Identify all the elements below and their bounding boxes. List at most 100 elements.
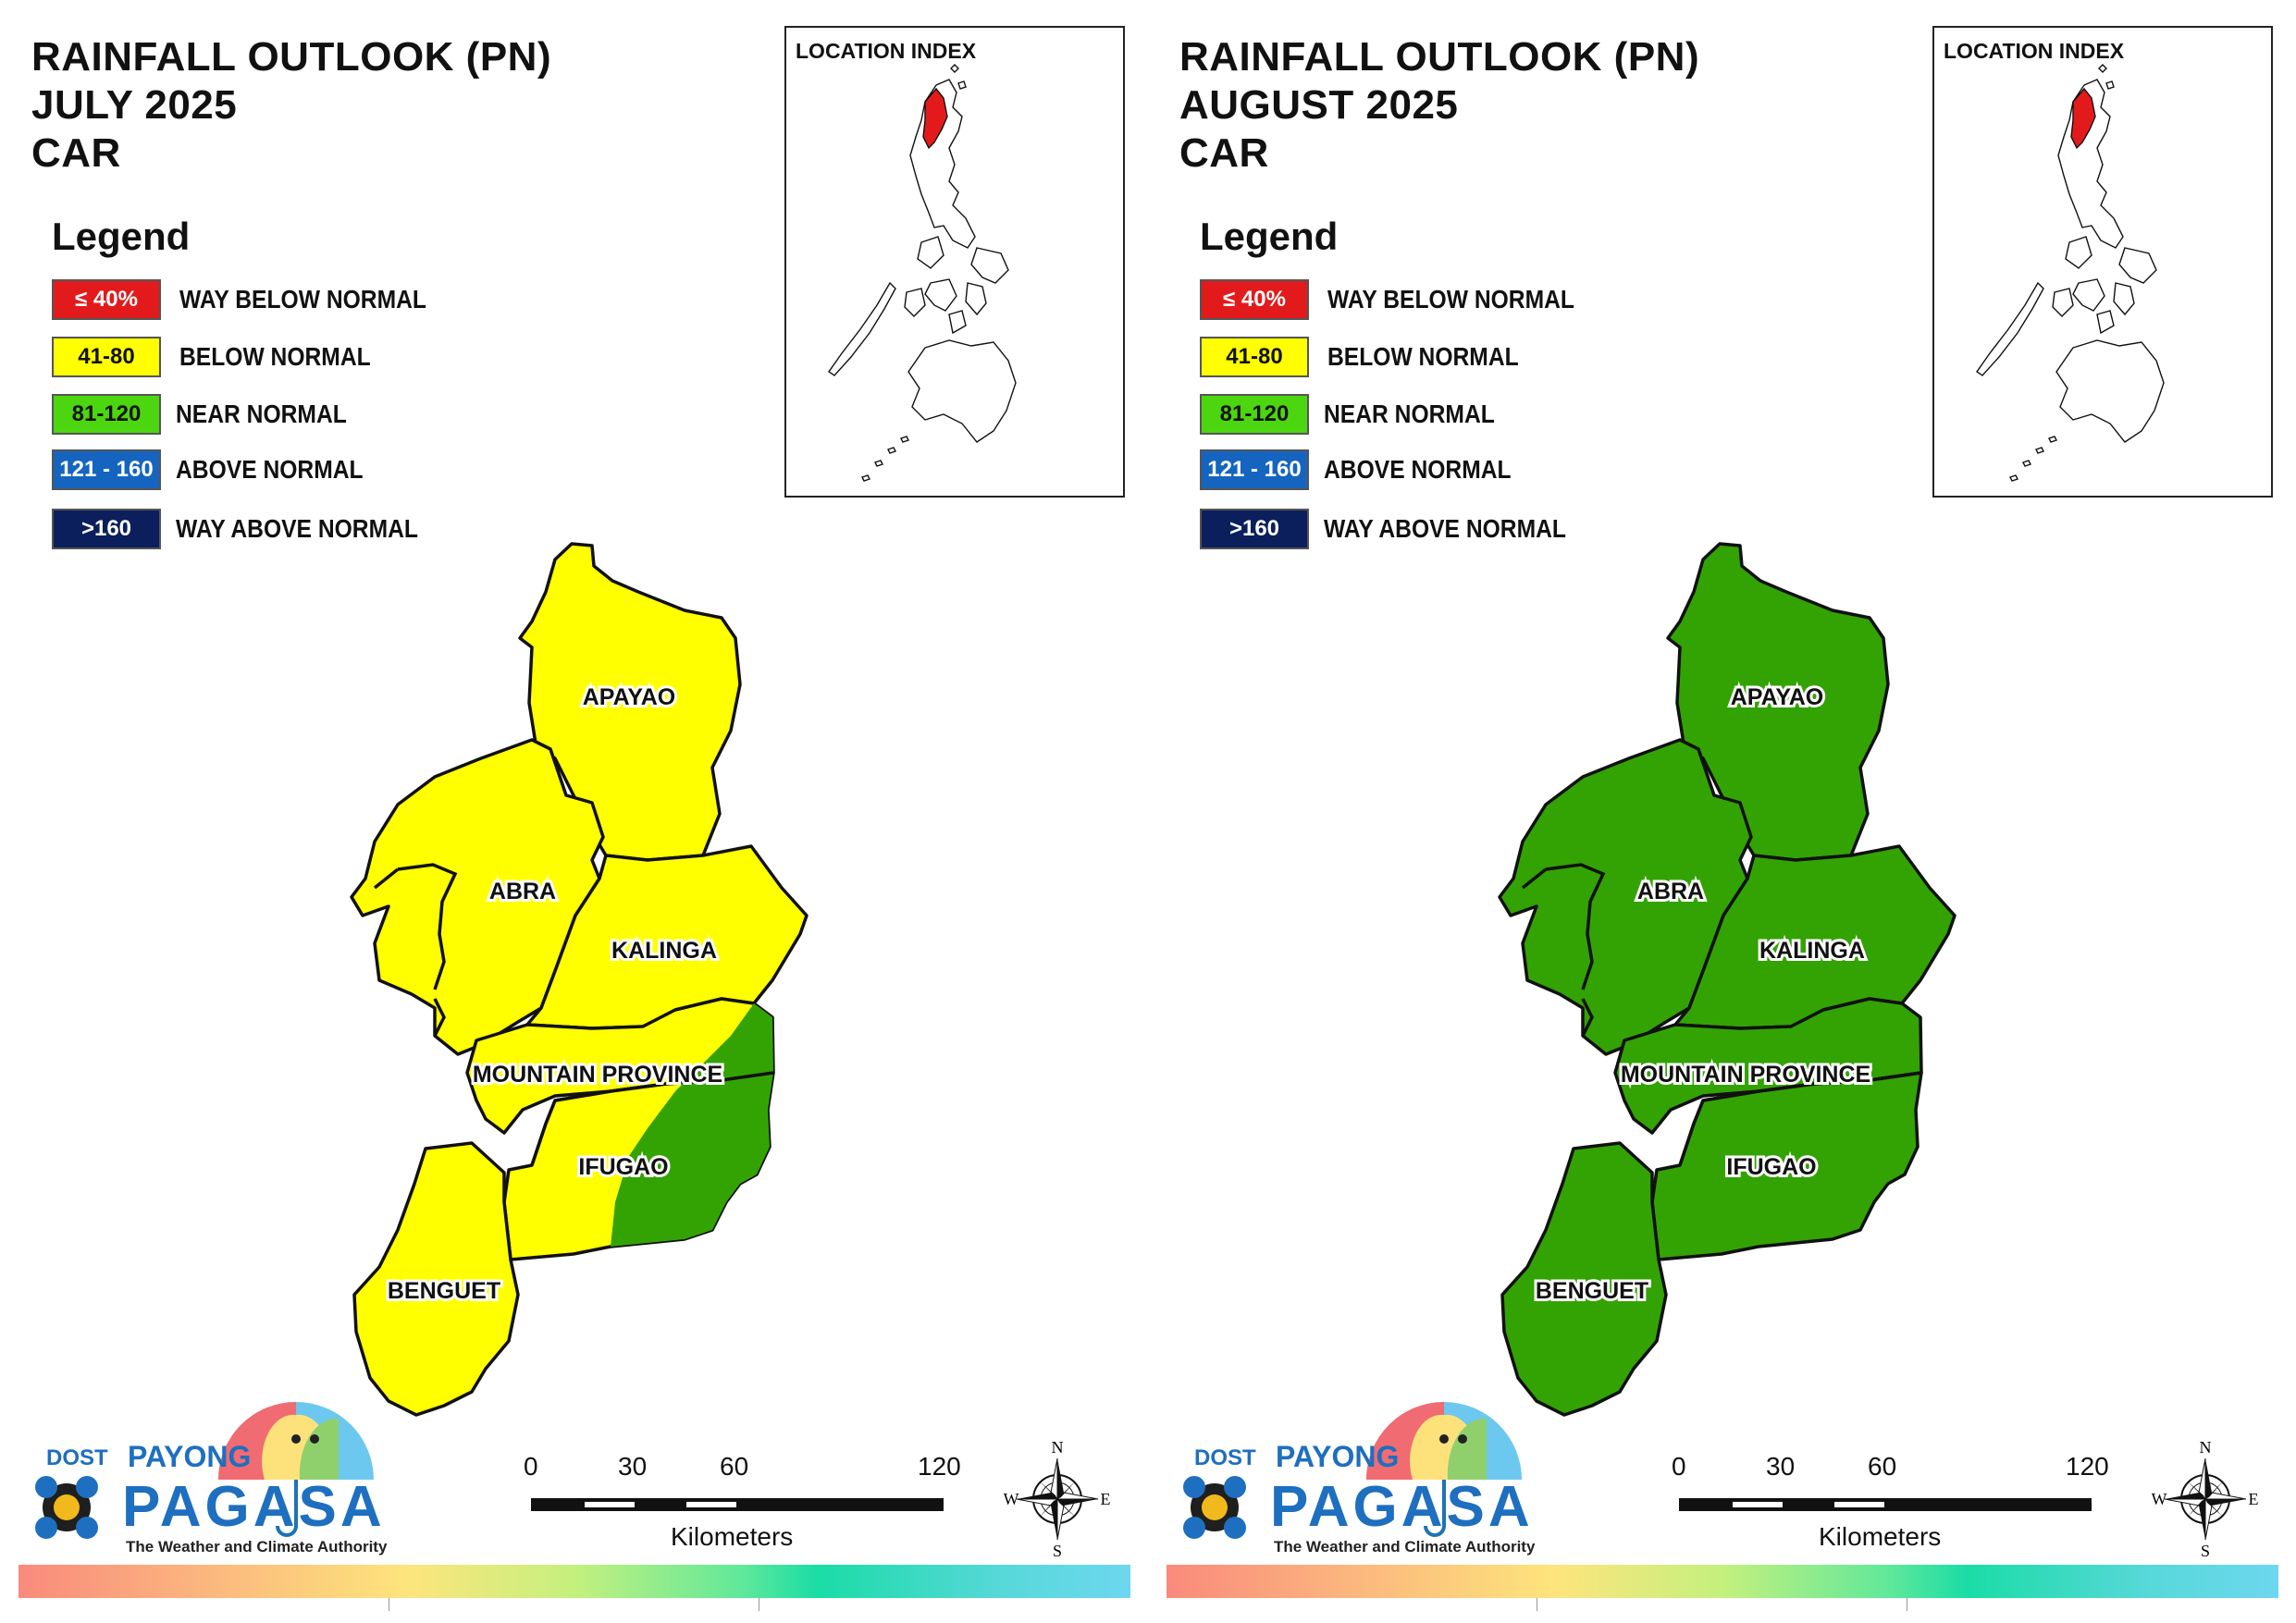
scale-label: 60 [1868, 1452, 1897, 1481]
outlook-panel-july: RAINFALL OUTLOOK (PN) JULY 2025 CAR Lege… [19, 26, 1130, 1611]
label-benguet: BENGUET [388, 1278, 500, 1304]
legend-swatch: 41-80 [52, 337, 161, 377]
legend-item: 81-120 NEAR NORMAL [1200, 394, 1755, 436]
logo-pagasa: PAGASA [122, 1475, 386, 1539]
compass-e: E [2249, 1490, 2259, 1508]
legend-item: ≤ 40% WAY BELOW NORMAL [1200, 279, 1755, 322]
car-province-map: APAYAO ABRA KALINGA MOUNTAIN PROVINCE IF… [1498, 542, 1957, 1417]
map-title: RAINFALL OUTLOOK (PN) AUGUST 2025 CAR [1179, 33, 1699, 178]
legend-item: 41-80 BELOW NORMAL [52, 337, 607, 379]
compass-s: S [2201, 1542, 2210, 1558]
title-line: RAINFALL OUTLOOK (PN) [31, 34, 552, 80]
scale-label: 60 [720, 1452, 749, 1481]
map-title: RAINFALL OUTLOOK (PN) JULY 2025 CAR [31, 33, 551, 178]
scale-segment [1733, 1502, 1783, 1507]
scale-segment [686, 1502, 736, 1507]
scale-bar-graphic [1679, 1498, 2092, 1511]
province-benguet [352, 1141, 520, 1417]
scale-label: 30 [618, 1452, 648, 1481]
logo-payong: PAYONG [128, 1440, 251, 1473]
province-apayao [518, 542, 742, 862]
legend-heading: Legend [1200, 215, 1339, 258]
compass-w: W [2152, 1490, 2167, 1508]
legend-swatch: >160 [52, 509, 161, 549]
scale-label: 30 [1766, 1452, 1796, 1481]
province-benguet [1500, 1141, 1668, 1417]
outlook-panel-august: RAINFALL OUTLOOK (PN) AUGUST 2025 CAR Le… [1148, 0, 2296, 1623]
label-apayao: APAYAO [1731, 684, 1824, 710]
philippines-outline [1976, 64, 2165, 482]
logo-dost: DOST [1194, 1445, 1256, 1470]
legend-label: BELOW NORMAL [179, 342, 371, 371]
legend-label: WAY BELOW NORMAL [179, 285, 426, 314]
legend-label: ABOVE NORMAL [1324, 455, 1512, 484]
label-kalinga: KALINGA [1759, 938, 1865, 964]
label-mountain-province: MOUNTAIN PROVINCE [473, 1062, 722, 1088]
compass-e: E [1101, 1490, 1111, 1508]
label-benguet: BENGUET [1536, 1278, 1648, 1304]
title-line: CAR [1179, 130, 1269, 176]
compass-rose-icon: N E S W [2152, 1438, 2259, 1560]
payong-pagasa-logo: DOST PAYONG PAGASA The Weather and Clima… [33, 1387, 403, 1563]
logo-payong: PAYONG [1276, 1440, 1399, 1473]
label-kalinga: KALINGA [611, 938, 717, 964]
legend-item: >160 WAY ABOVE NORMAL [1200, 509, 1755, 551]
logo-pagasa: PAGASA [1270, 1475, 1534, 1539]
logo-tagline: The Weather and Climate Authority [126, 1538, 388, 1555]
ifugao-near-normal-zone [611, 1003, 773, 1247]
scale-label: 0 [524, 1452, 538, 1481]
legend-swatch: 121 - 160 [52, 449, 161, 490]
scale-bar: 0 30 60 120 Kilometers [518, 1452, 981, 1554]
legend-swatch: >160 [1200, 509, 1309, 549]
logo-tagline: The Weather and Climate Authority [1274, 1538, 1536, 1555]
payong-pagasa-logo: DOST PAYONG PAGASA The Weather and Clima… [1181, 1387, 1551, 1563]
scale-unit: Kilometers [1819, 1522, 1942, 1551]
inset-title: LOCATION INDEX [1944, 39, 2125, 63]
legend-label: WAY BELOW NORMAL [1327, 285, 1574, 314]
scale-label: 120 [2066, 1452, 2109, 1481]
north-arrow: N E S W [2152, 1438, 2263, 1560]
legend-item: 121 - 160 ABOVE NORMAL [52, 449, 607, 492]
car-province-map: APAYAO ABRA KALINGA MOUNTAIN PROVINCE IF… [350, 542, 809, 1417]
legend-swatch: 81-120 [52, 394, 161, 435]
legend-heading: Legend [52, 215, 191, 258]
scale-label: 120 [918, 1452, 961, 1481]
label-abra: ABRA [489, 879, 556, 904]
legend-swatch: 41-80 [1200, 337, 1309, 377]
north-arrow: N E S W [1004, 1438, 1115, 1560]
scale-segment [1834, 1502, 1884, 1507]
footer-color-bar [19, 1565, 1130, 1598]
label-abra: ABRA [1637, 879, 1704, 904]
footer-color-bar [1167, 1565, 2278, 1598]
logo-dost: DOST [46, 1445, 108, 1470]
compass-n: N [1052, 1438, 1064, 1457]
pagasa-umbrella-logo: DOST PAYONG PAGASA The Weather and Clima… [1183, 1402, 1536, 1555]
legend-label: WAY ABOVE NORMAL [176, 514, 418, 543]
scale-bar: 0 30 60 120 Kilometers [1666, 1452, 2129, 1554]
car-highlight [922, 87, 948, 150]
legend-swatch: 81-120 [1200, 394, 1309, 435]
legend-label: NEAR NORMAL [176, 400, 347, 428]
scale-bar-graphic [531, 1498, 944, 1511]
label-mountain-province: MOUNTAIN PROVINCE [1621, 1062, 1870, 1088]
legend-item: 121 - 160 ABOVE NORMAL [1200, 449, 1755, 492]
legend-label: WAY ABOVE NORMAL [1324, 514, 1566, 543]
province-apayao [1666, 542, 1890, 862]
title-line: AUGUST 2025 [1179, 82, 1459, 128]
inset-title: LOCATION INDEX [796, 39, 977, 63]
pagasa-umbrella-logo: DOST PAYONG PAGASA The Weather and Clima… [35, 1402, 388, 1555]
compass-s: S [1053, 1542, 1062, 1558]
location-index-inset: LOCATION INDEX [784, 26, 1125, 498]
legend-swatch: ≤ 40% [52, 279, 161, 320]
compass-w: W [1004, 1490, 1019, 1508]
legend-label: NEAR NORMAL [1324, 400, 1495, 428]
legend-item: 41-80 BELOW NORMAL [1200, 337, 1755, 379]
label-ifugao: IFUGAO [1726, 1154, 1816, 1180]
compass-n: N [2200, 1438, 2212, 1457]
label-ifugao: IFUGAO [578, 1154, 668, 1180]
legend-swatch: ≤ 40% [1200, 279, 1309, 320]
title-line: CAR [31, 130, 121, 176]
philippines-outline [828, 64, 1017, 482]
compass-rose-icon: N E S W [1004, 1438, 1111, 1560]
legend-item: 81-120 NEAR NORMAL [52, 394, 607, 436]
